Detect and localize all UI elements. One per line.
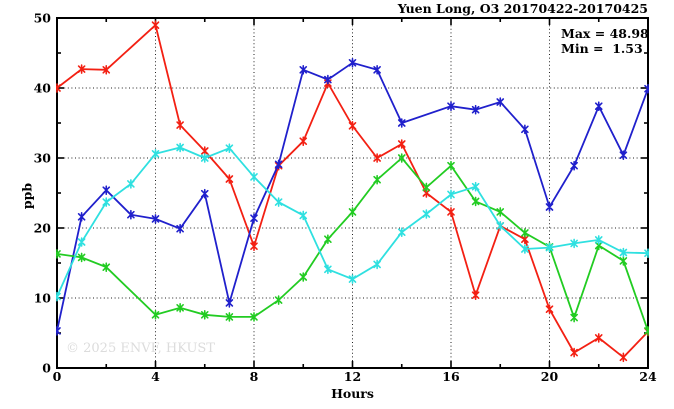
x-axis-label: Hours — [331, 386, 374, 401]
series-line-blue — [56, 61, 649, 332]
series-line-green — [56, 156, 649, 332]
y-tick-label: 20 — [34, 221, 52, 236]
axis-ticks — [56, 17, 649, 369]
y-tick-label: 30 — [34, 151, 52, 166]
series-line-red — [56, 23, 649, 359]
chart-title: Yuen Long, O3 20170422-20170425 — [397, 1, 648, 16]
y-tick-label: 40 — [34, 81, 52, 96]
watermark: © 2025 ENVF, HKUST — [66, 341, 215, 356]
gridlines — [57, 18, 648, 368]
x-tick-label: 16 — [442, 369, 460, 384]
series-markers-cyan — [56, 142, 649, 302]
max-min-annotation: Max = 48.98 Min = 1.53 — [561, 26, 649, 56]
series-green — [56, 153, 649, 336]
x-tick-label: 8 — [250, 369, 259, 384]
series-markers-blue — [56, 58, 649, 336]
y-axis-label: ppb — [19, 182, 35, 210]
x-tick-label: 4 — [151, 369, 160, 384]
series-blue — [56, 58, 649, 336]
x-tick-label: 0 — [53, 369, 62, 384]
series-cyan — [56, 142, 649, 302]
y-tick-label: 0 — [42, 361, 51, 376]
x-tick-label: 24 — [639, 369, 657, 384]
y-tick-label: 10 — [34, 291, 52, 306]
series-markers-green — [56, 153, 649, 336]
x-tick-label: 20 — [541, 369, 559, 384]
x-tick-label: 12 — [344, 369, 361, 384]
min-label: Min = 1.53 — [561, 41, 643, 56]
tick-labels: 0 4 8 12 16 20 24 0 10 20 30 40 50 — [34, 11, 657, 385]
y-tick-label: 50 — [34, 11, 52, 26]
plot-frame — [56, 17, 649, 369]
max-label: Max = 48.98 — [561, 26, 649, 41]
